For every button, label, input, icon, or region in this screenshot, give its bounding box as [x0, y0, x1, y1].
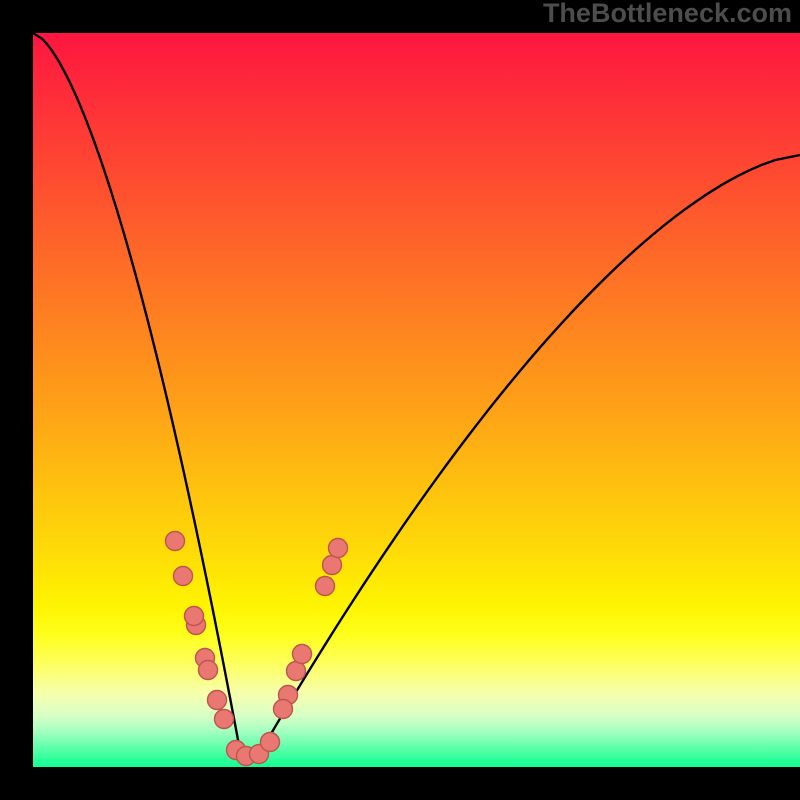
data-dot [185, 607, 204, 626]
data-dot [287, 662, 306, 681]
data-dot [166, 532, 185, 551]
data-dot [174, 567, 193, 586]
data-dot [329, 539, 348, 558]
watermark-text: TheBottleneck.com [543, 0, 792, 29]
data-dot [261, 733, 280, 752]
data-dot [293, 645, 312, 664]
data-dot [215, 710, 234, 729]
data-dot [323, 556, 342, 575]
data-dot [208, 691, 227, 710]
data-dot [199, 661, 218, 680]
data-dot [316, 577, 335, 596]
gradient-panel [33, 33, 800, 767]
chart-stage: TheBottleneck.com [0, 0, 800, 800]
data-dot [274, 700, 293, 719]
chart-svg [0, 0, 800, 800]
